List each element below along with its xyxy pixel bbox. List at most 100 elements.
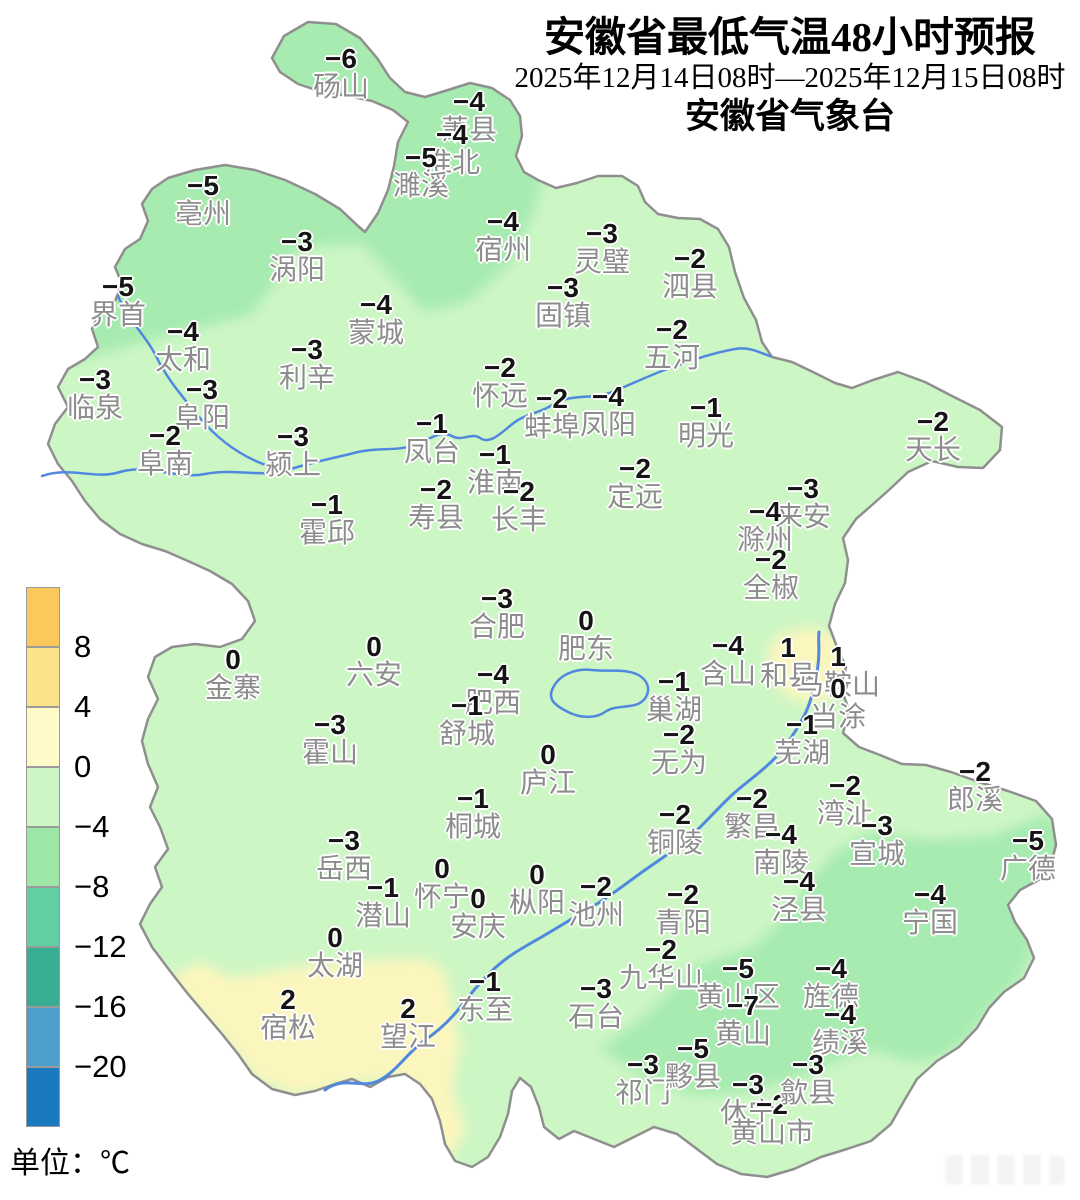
station-name: 含山 xyxy=(699,658,757,689)
station-temperature: −2 xyxy=(756,1089,788,1120)
station-name: 舒城 xyxy=(438,718,496,749)
legend-swatch xyxy=(26,887,60,947)
station-temperature: −3 xyxy=(277,421,309,452)
station-name: 肥东 xyxy=(557,633,615,664)
station-name: 滁州 xyxy=(736,524,794,555)
station-temperature: 0 xyxy=(434,853,450,884)
station-label: −1 淮南 xyxy=(467,441,523,497)
legend-tick-label: 4 xyxy=(74,689,92,724)
station-temperature: −3 xyxy=(281,226,313,257)
station-label: −5 濉溪 xyxy=(393,144,449,200)
station-temperature: −2 xyxy=(755,544,787,575)
station-temperature: 2 xyxy=(280,984,296,1015)
station-temperature: −1 xyxy=(469,966,501,997)
station-name: 黄山市 xyxy=(729,1117,815,1148)
station-label: 0 怀宁 xyxy=(414,855,470,911)
station-name: 五河 xyxy=(643,342,701,373)
station-temperature: 0 xyxy=(225,644,241,675)
station-temperature: −1 xyxy=(658,666,690,697)
station-name: 庐江 xyxy=(519,767,577,798)
station-name: 六安 xyxy=(345,659,403,690)
station-name: 休宁 xyxy=(719,1097,777,1128)
station-label: 0 枞阳 xyxy=(509,861,565,917)
province-outline xyxy=(46,20,1058,1179)
station-label: −2 阜南 xyxy=(137,422,193,478)
warm-patch-southwest xyxy=(168,958,466,1158)
station-label: −4 旌德 xyxy=(803,955,859,1011)
station-label: −5 黟县 xyxy=(665,1035,721,1091)
ying-river xyxy=(116,294,292,472)
station-temperature: −4 xyxy=(824,999,856,1030)
station-label: −2 郎溪 xyxy=(947,758,1003,814)
forecast-date-range: 2025年12月14日08时—2025年12月15日08时 xyxy=(514,62,1066,94)
station-label: −2 铜陵 xyxy=(647,801,703,857)
station-name: 巢湖 xyxy=(645,694,703,725)
legend-tick-label: 8 xyxy=(74,629,92,664)
legend-swatch xyxy=(26,767,60,827)
station-label: −3 涡阳 xyxy=(269,228,325,284)
station-label: 0 金寨 xyxy=(205,646,261,702)
station-label: −2 全椒 xyxy=(743,546,799,602)
station-name: 来安 xyxy=(774,501,832,532)
station-name: 马鞍山 xyxy=(795,669,881,700)
station-temperature: −3 xyxy=(627,1049,659,1080)
station-temperature: −2 xyxy=(736,783,768,814)
station-temperature: −1 xyxy=(451,690,483,721)
station-label: −1 凤台 xyxy=(404,410,460,466)
station-temperature: −4 xyxy=(167,316,199,347)
station-name: 泾县 xyxy=(770,894,828,925)
station-temperature: −2 xyxy=(645,934,677,965)
station-temperature: −2 xyxy=(959,756,991,787)
legend-swatch xyxy=(26,1067,60,1127)
station-name: 淮北 xyxy=(423,147,481,178)
station-label: −2 天长 xyxy=(905,408,961,464)
station-name: 合肥 xyxy=(468,611,526,642)
station-name: 砀山 xyxy=(312,71,370,102)
station-name: 祁门 xyxy=(614,1077,672,1108)
station-label: −2 蚌埠 xyxy=(524,385,580,441)
station-temperature: −3 xyxy=(732,1069,764,1100)
station-label: −3 宣城 xyxy=(849,812,905,868)
station-temperature: −4 xyxy=(360,289,392,320)
station-label: −4 太和 xyxy=(155,318,211,374)
station-label: −1 桐城 xyxy=(445,785,501,841)
station-name: 利辛 xyxy=(278,362,336,393)
station-name: 湾沚 xyxy=(816,798,874,829)
station-name: 涡阳 xyxy=(268,254,326,285)
station-name: 亳州 xyxy=(174,198,232,229)
station-name: 黟县 xyxy=(664,1061,722,1092)
station-temperature: −4 xyxy=(453,86,485,117)
yangtze-river xyxy=(323,630,821,1092)
station-temperature: −2 xyxy=(674,243,706,274)
station-temperature: −6 xyxy=(325,43,357,74)
station-temperature: 0 xyxy=(327,922,343,953)
station-label: −2 五河 xyxy=(644,316,700,372)
station-label: −3 歙县 xyxy=(780,1051,836,1107)
station-label: −4 宿州 xyxy=(475,208,531,264)
station-temperature: −2 xyxy=(667,879,699,910)
station-temperature: 0 xyxy=(529,859,545,890)
station-temperature: −2 xyxy=(663,719,695,750)
station-name: 繁昌 xyxy=(723,811,781,842)
station-name: 怀远 xyxy=(471,380,529,411)
station-temperature: −1 xyxy=(457,783,489,814)
station-label: −3 灵璧 xyxy=(574,220,630,276)
station-temperature: −2 xyxy=(619,453,651,484)
station-name: 蚌埠 xyxy=(523,411,581,442)
station-name: 界首 xyxy=(89,299,147,330)
legend-tick-label: −8 xyxy=(74,869,110,904)
station-temperature: 1 xyxy=(830,641,846,672)
station-temperature: −3 xyxy=(580,973,612,1004)
station-name: 宿州 xyxy=(474,234,532,265)
station-name: 寿县 xyxy=(407,502,465,533)
station-label: −2 黄山市 xyxy=(730,1091,814,1147)
station-temperature: −2 xyxy=(659,799,691,830)
station-temperature: −2 xyxy=(420,474,452,505)
station-label: −4 含山 xyxy=(700,632,756,688)
station-temperature: −4 xyxy=(477,659,509,690)
legend-tick-label: −16 xyxy=(74,989,127,1024)
station-name: 太和 xyxy=(154,344,212,375)
station-label: −4 滁州 xyxy=(737,498,793,554)
legend-swatch xyxy=(26,587,60,647)
station-name: 枞阳 xyxy=(508,887,566,918)
